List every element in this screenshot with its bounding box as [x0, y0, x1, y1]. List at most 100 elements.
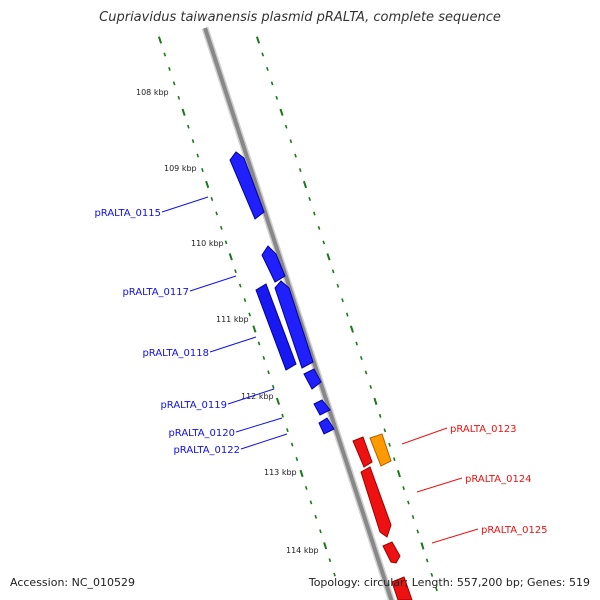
tick-mark: [215, 211, 218, 216]
gene-arrow[interactable]: [391, 576, 413, 600]
scale-label: 109 kbp: [164, 164, 197, 173]
tick-mark: [248, 312, 251, 317]
sequence-backbone: [201, 26, 396, 600]
tick-mark: [279, 108, 284, 116]
tick-mark: [191, 139, 195, 144]
tick-mark: [416, 529, 420, 534]
gene-label-pralta-0115[interactable]: pRALTA_0115: [94, 208, 161, 219]
gene-features-reverse: [352, 433, 413, 600]
gene-label-pralta-0123[interactable]: pRALTA_0123: [450, 424, 517, 435]
gene-features-forward: [229, 151, 335, 435]
tick-track-outer: [255, 36, 438, 592]
tick-mark: [163, 52, 167, 57]
gene-arrow[interactable]: [352, 436, 373, 468]
gene-arrow[interactable]: [229, 151, 265, 220]
tick-mark: [177, 95, 181, 100]
tick-mark: [317, 225, 321, 230]
tick-mark: [402, 486, 405, 491]
tick-mark: [299, 469, 304, 478]
gene-label-pralta-0120[interactable]: pRALTA_0120: [168, 428, 235, 439]
tick-mark: [392, 457, 396, 462]
tick-mark: [345, 312, 349, 317]
scale-label: 112 kbp: [241, 392, 274, 401]
tick-mark: [270, 81, 274, 86]
gene-labels: pRALTA_0115 pRALTA_0117 pRALTA_0118 pRAL…: [94, 208, 547, 536]
tick-mark: [333, 572, 336, 577]
tick-mark: [262, 355, 266, 360]
tick-mark: [369, 384, 373, 389]
tick-mark: [298, 168, 302, 173]
gene-arrow[interactable]: [261, 245, 286, 283]
tick-mark: [201, 168, 204, 173]
tick-mark: [289, 139, 293, 144]
scale-label: 108 kbp: [136, 88, 169, 97]
gene-label-pralta-0122[interactable]: pRALTA_0122: [173, 445, 240, 456]
gene-arrow[interactable]: [313, 399, 331, 416]
tick-mark: [205, 180, 210, 189]
tick-mark: [284, 124, 288, 129]
tick-mark: [286, 428, 289, 433]
tick-mark: [238, 283, 242, 288]
tick-mark: [255, 36, 261, 44]
tick-mark: [319, 529, 322, 534]
tick-mark: [435, 587, 438, 592]
tick-mark: [294, 153, 297, 158]
gene-label-pralta-0124[interactable]: pRALTA_0124: [465, 474, 532, 485]
tick-mark: [181, 108, 186, 116]
gene-label-pralta-0117[interactable]: pRALTA_0117: [122, 287, 189, 298]
tick-mark: [261, 52, 265, 57]
scale-label: 110 kbp: [191, 239, 224, 248]
tick-mark: [331, 269, 335, 274]
tick-mark: [328, 558, 332, 563]
tick-mark: [281, 413, 284, 418]
scale-label: 113 kbp: [264, 468, 297, 477]
tick-mark: [257, 341, 261, 346]
tick-mark: [430, 572, 434, 577]
gene-label-pralta-0125[interactable]: pRALTA_0125: [481, 525, 548, 536]
tick-mark: [378, 413, 382, 418]
scale-label: 114 kbp: [286, 546, 319, 555]
tick-mark: [234, 269, 237, 274]
gene-arrow[interactable]: [303, 368, 322, 390]
tick-mark: [295, 457, 299, 461]
leader-lines: [161, 196, 479, 544]
tick-mark: [341, 298, 344, 303]
tick-mark: [309, 500, 313, 505]
gene-label-pralta-0118[interactable]: pRALTA_0118: [142, 348, 209, 359]
gene-arrow[interactable]: [382, 541, 401, 564]
tick-mark: [196, 153, 200, 158]
tick-mark: [304, 485, 308, 490]
tick-mark: [252, 325, 257, 333]
tick-mark: [383, 428, 387, 433]
tick-mark: [187, 124, 190, 129]
tick-mark: [336, 283, 340, 288]
tick-mark: [323, 542, 328, 550]
gene-arrow[interactable]: [274, 280, 314, 369]
gene-arrow[interactable]: [318, 417, 335, 435]
tick-mark: [172, 81, 176, 86]
tick-mark: [349, 325, 354, 333]
tick-mark: [224, 240, 228, 245]
tick-mark: [313, 211, 316, 216]
gene-arrow[interactable]: [369, 433, 392, 467]
scale-labels: 108 kbp 109 kbp 110 kbp 111 kbp 112 kbp …: [136, 88, 319, 555]
tick-mark: [373, 397, 378, 406]
gene-label-pralta-0119[interactable]: pRALTA_0119: [160, 400, 227, 411]
tick-mark: [407, 500, 410, 505]
tick-track-inner: [157, 36, 336, 577]
tick-mark: [210, 196, 214, 201]
tick-mark: [308, 197, 311, 201]
map-title: Cupriavidus taiwanensis plasmid pRALTA, …: [99, 10, 501, 25]
tick-mark: [326, 253, 331, 261]
accession-text: Accession: NC_010529: [10, 576, 136, 589]
tick-mark: [355, 341, 358, 346]
tick-mark: [314, 514, 318, 519]
tick-mark: [360, 356, 363, 360]
tick-mark: [420, 542, 425, 550]
gene-arrow[interactable]: [360, 466, 392, 538]
gene-arrow[interactable]: [255, 283, 297, 371]
tick-mark: [302, 180, 308, 189]
scale-label: 111 kbp: [216, 315, 249, 324]
